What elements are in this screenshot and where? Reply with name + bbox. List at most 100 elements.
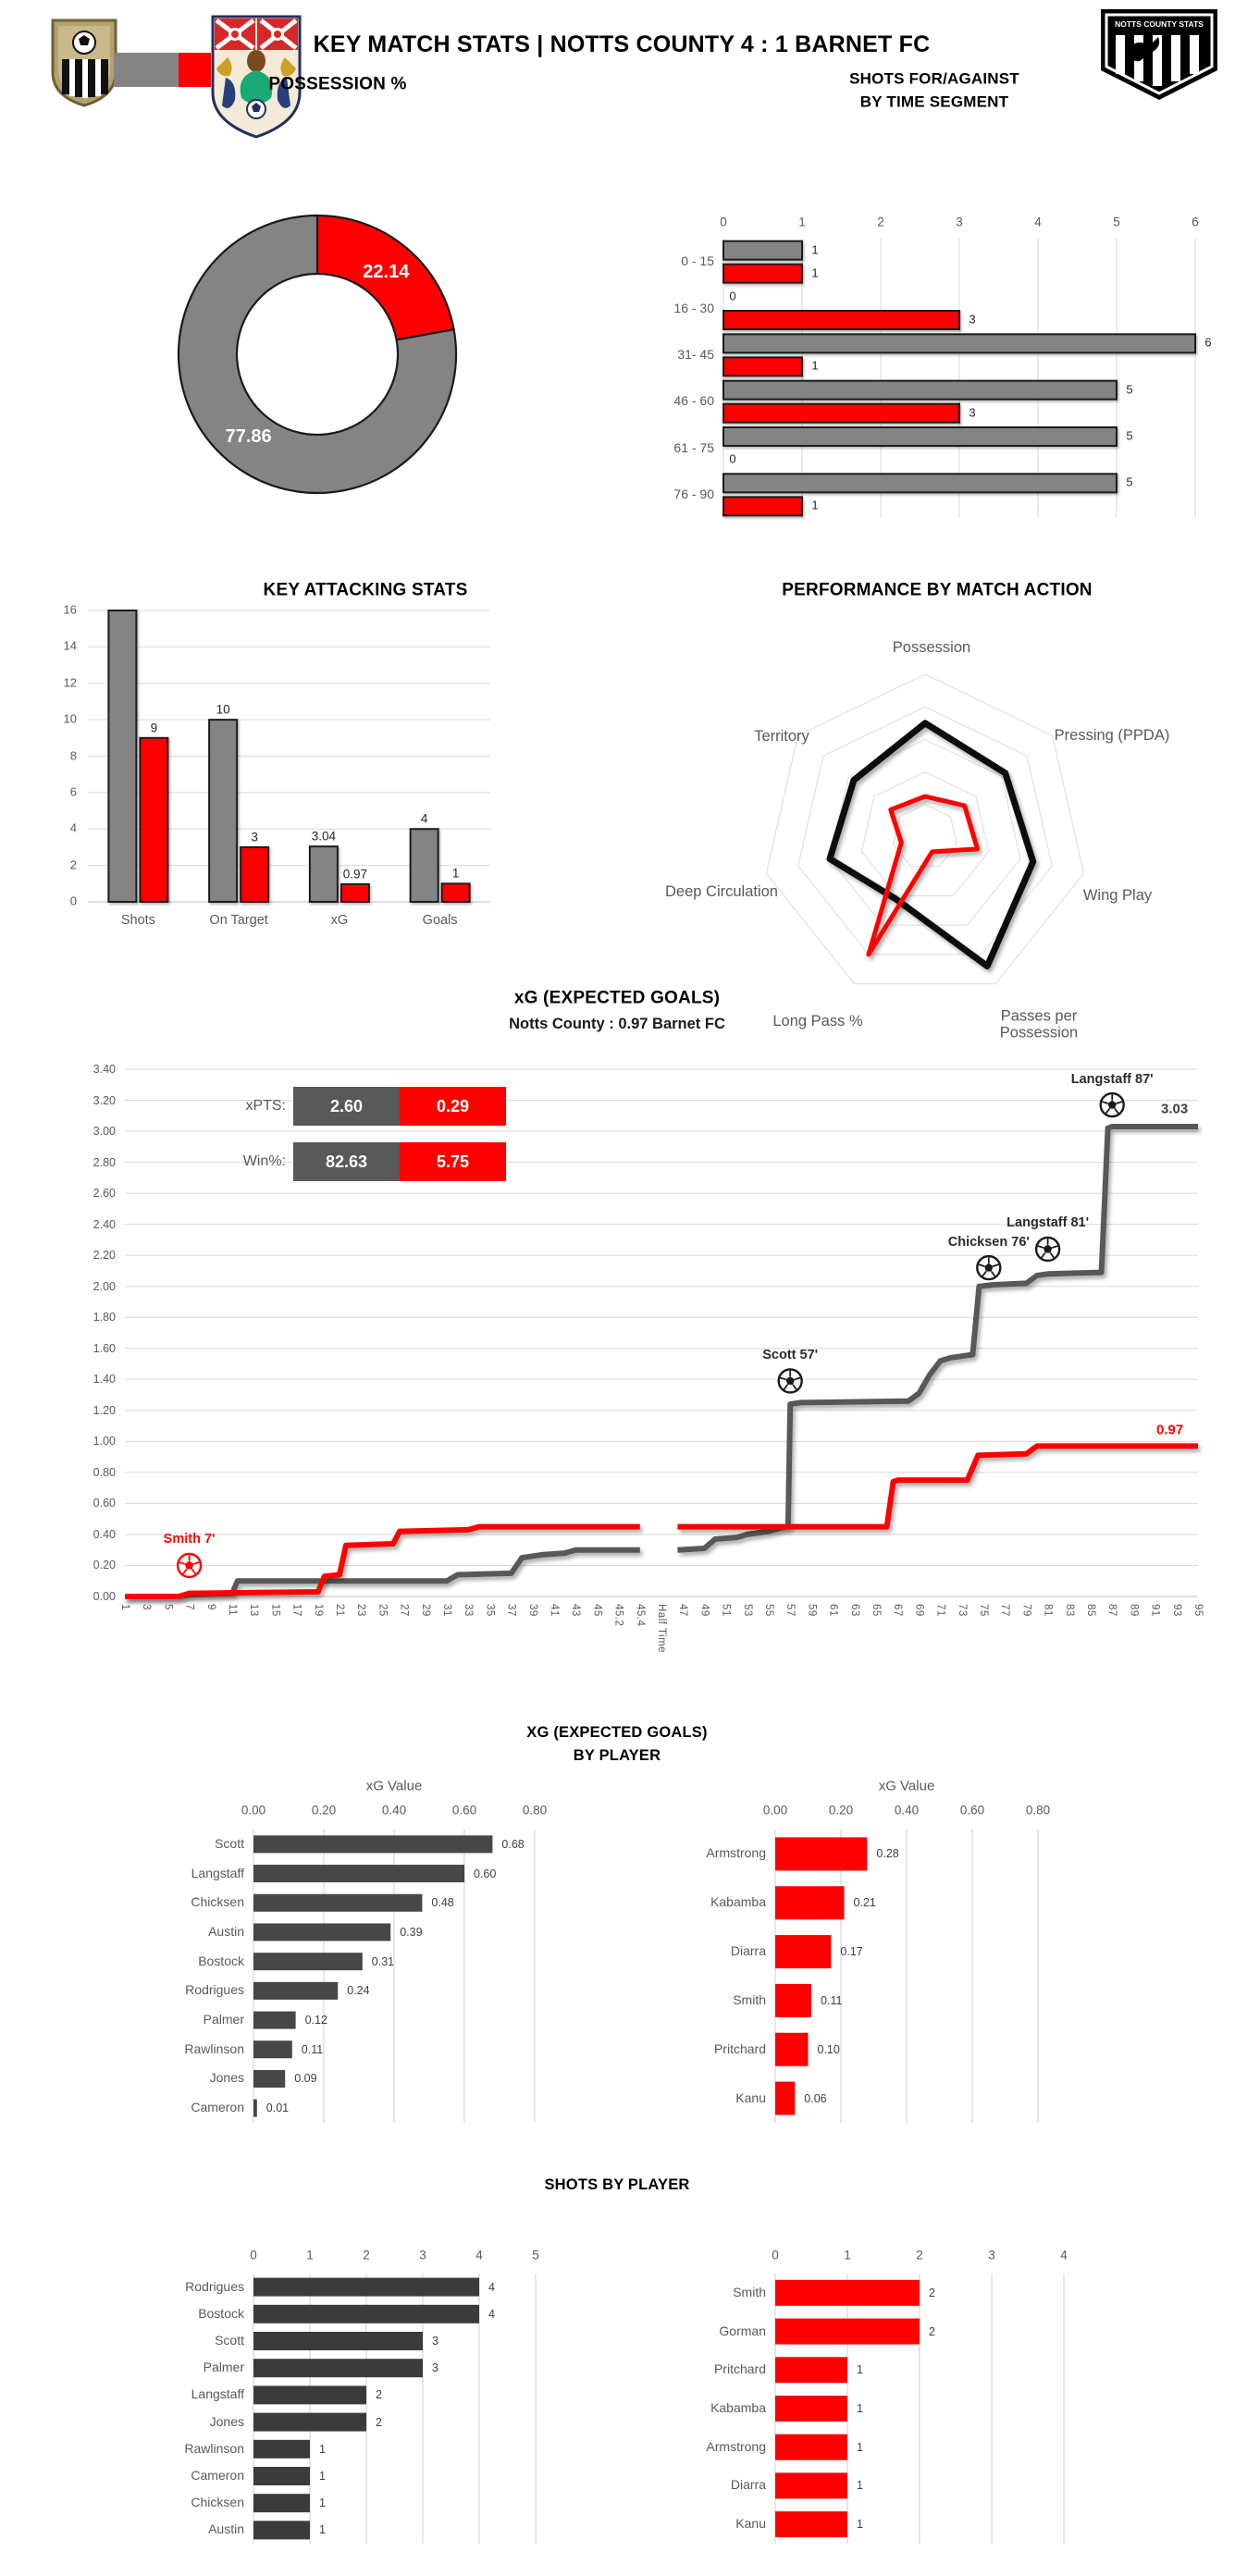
bar-Notts County [722,426,1118,447]
bar-Barnet FC [440,882,471,903]
legend-value-away: 5.75 [436,1152,470,1171]
x-tick-label: 0.80 [1025,1803,1051,1818]
y-tick-label: 16 [63,602,77,617]
x-tick-label: 0.40 [894,1803,920,1818]
goal-annotation: Scott 57' [762,1347,819,1362]
y-tick-label: 0.40 [93,1527,116,1541]
category-label: 31- 45 [677,346,714,362]
goal-ball-part [982,1271,987,1277]
y-tick-label: 10 [63,711,77,726]
bar-value: 3 [251,830,258,844]
bar-value: 0.31 [371,1954,395,1968]
goal-annotation: Chicksen 76' [947,1234,1030,1250]
bar-value: 4 [488,2280,495,2294]
x-tick-label: 47 [677,1604,689,1617]
x-tick-label: 0.80 [522,1803,548,1818]
bar-Rawlinson [253,2439,310,2459]
goal-ball-part [1102,1101,1108,1104]
y-tick-label: 12 [63,675,77,690]
x-tick-label: 45.2 [612,1604,624,1627]
bar-Scott [253,2332,423,2350]
bar-value: 2 [929,2324,935,2338]
bar-Rawlinson [253,2040,292,2059]
x-tick-label: 91 [1149,1604,1161,1617]
bar-Diarra [775,2472,847,2499]
x-tick-label: 81 [1042,1604,1054,1617]
goal-ball-part [783,1384,788,1390]
player-name-label: Armstrong [706,1845,766,1861]
xg-subtitle: Notts County : 0.97 Barnet FC [509,1015,725,1032]
bar-Palmer [253,2011,296,2029]
y-tick-label: 0.00 [93,1590,116,1603]
bar-Scott [253,1835,493,1854]
y-tick-label: 1.20 [93,1403,116,1417]
bar-value: 5 [1126,382,1133,397]
y-tick-label: 2.80 [93,1155,116,1169]
bar-value: 0.09 [294,2072,317,2086]
axis-title: xG Value [365,1778,423,1794]
x-tick-label: 41 [549,1604,560,1617]
x-tick-label: 15 [269,1604,281,1617]
y-tick-label: 0 [69,894,77,908]
bar-value: 1 [811,242,819,257]
x-tick-label: 37 [505,1604,517,1617]
goal-ball-part [1105,1108,1110,1115]
shots-player-title: SHOTS BY PLAYER [544,2175,690,2193]
x-tick-label: 3 [956,215,963,229]
x-tick-label: 1 [844,2248,851,2262]
player-name-label: Kanu [735,2516,766,2532]
x-tick-label: 3 [988,2248,995,2262]
bar-value: 3.04 [311,829,337,844]
bar-Notts County [107,610,138,903]
bar-Armstrong [775,2434,847,2460]
x-tick-label: 57 [784,1604,797,1617]
x-tick-label: 93 [1170,1604,1182,1617]
goal-ball-icon [176,1552,203,1579]
bar-Chicksen [253,2494,310,2513]
x-tick-label: 9 [204,1604,216,1610]
player-name-label: Pritchard [713,2040,766,2056]
y-tick-label: 1.60 [93,1341,116,1355]
y-tick-label: 1.80 [93,1311,116,1325]
goal-ball-part [1099,1091,1125,1118]
bar-value: 1 [857,2363,863,2377]
y-tick-label: 2.60 [93,1187,116,1201]
bar-Smith [775,2279,920,2306]
bar-Rodrigues [253,2277,479,2297]
player-name-label: Smith [733,1992,766,2008]
x-tick-label: 51 [720,1604,732,1617]
attacking-title: KEY ATTACKING STATS [263,580,468,600]
x-tick-label: 0 [720,215,727,229]
x-tick-label: 5 [1113,215,1120,229]
y-tick-label: 0.20 [93,1559,116,1572]
category-label: On Target [209,912,268,928]
bar-value: 0.39 [400,1925,423,1939]
y-tick-label: 3.00 [93,1125,116,1139]
y-tick-label: 8 [69,748,77,763]
x-tick-label: 2 [363,2248,370,2262]
goal-ball-part [984,1263,994,1272]
goal-ball-part [1041,1251,1046,1259]
notts-county-stats-badge: NOTTS COUNTY STATS [1101,9,1217,100]
bar-value: 6 [1204,336,1212,351]
radar-axis-label: Long Pass % [772,1012,863,1029]
category-label: Goals [422,912,458,928]
player-name-label: Cameron [191,2100,244,2115]
bar-value: 0.10 [817,2042,840,2056]
player-name-label: Diarra [730,2477,766,2493]
bar-Barnet FC [722,402,960,424]
bar-value: 1 [319,2470,326,2483]
x-tick-label: 95 [1192,1604,1204,1617]
x-tick-label: 65 [871,1604,882,1617]
player-name-label: Bostock [198,2305,244,2321]
player-name-label: Armstrong [706,2438,766,2454]
goal-ball-part [976,1254,1002,1281]
bar-Pritchard [775,2357,847,2384]
goal-ball-icon [976,1254,1002,1281]
x-tick-label: 7 [183,1604,195,1610]
bar-value: 0.28 [876,1847,899,1861]
goal-annotation: Langstaff 87' [1070,1071,1154,1087]
radar-ring [829,738,1021,926]
player-name-label: Palmer [203,2360,244,2375]
